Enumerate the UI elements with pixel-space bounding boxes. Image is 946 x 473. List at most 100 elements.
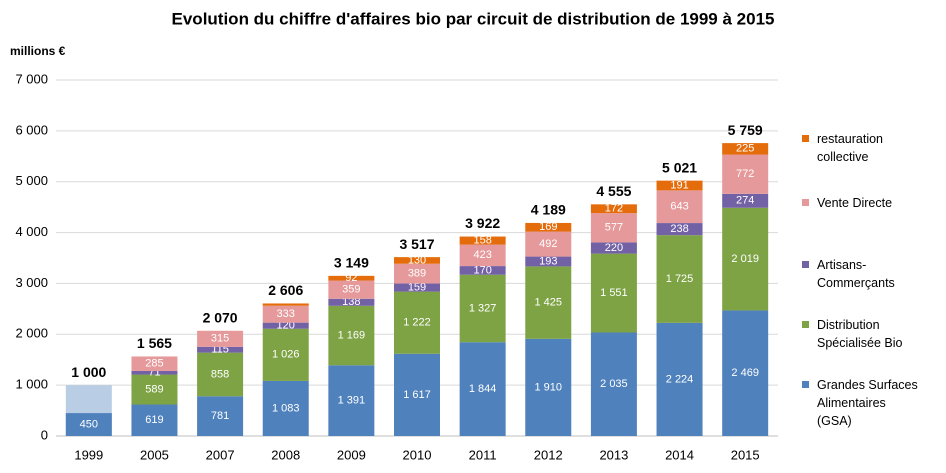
data-label: 1 617 — [403, 389, 431, 401]
data-label: 450 — [80, 418, 98, 430]
bar-segment — [722, 207, 769, 311]
data-label: 589 — [145, 383, 163, 395]
x-tick-label: 2012 — [534, 447, 563, 462]
data-label: 492 — [539, 238, 557, 250]
total-label: 5 021 — [662, 159, 697, 175]
data-label: 130 — [408, 254, 426, 266]
legend-label: Distribution Spécialisée Bio — [817, 318, 903, 350]
bar-segment — [197, 346, 244, 353]
bar-segment — [459, 342, 506, 436]
data-label: 1 910 — [535, 381, 563, 393]
data-label: 1 844 — [469, 383, 497, 395]
data-label: 2 035 — [600, 378, 628, 390]
legend-item: restauration collective — [802, 130, 922, 166]
legend-swatch — [802, 199, 809, 206]
legend-swatch — [802, 135, 809, 142]
total-label: 1 000 — [71, 364, 106, 380]
data-label: 643 — [670, 201, 688, 213]
bar-segment — [656, 180, 703, 191]
data-label: 159 — [408, 281, 426, 293]
data-label: 315 — [211, 333, 229, 345]
total-label: 1 565 — [137, 335, 172, 351]
y-tick-label: 5 000 — [15, 173, 48, 188]
x-tick-label: 2015 — [731, 447, 760, 462]
legend-swatch — [802, 381, 809, 388]
y-tick-label: 1 000 — [15, 377, 48, 392]
x-tick-label: 2005 — [140, 447, 169, 462]
bar-segment — [525, 338, 572, 436]
data-label: 577 — [605, 222, 623, 234]
bar-segment — [590, 332, 637, 436]
total-label: 2 606 — [268, 282, 303, 298]
bar-segment — [197, 330, 244, 347]
bar-segment — [328, 365, 375, 436]
y-tick-label: 3 000 — [15, 275, 48, 290]
bar-segment — [459, 244, 506, 267]
data-label: 1 222 — [403, 317, 431, 329]
data-label: 2 019 — [731, 253, 759, 265]
bar-segment — [328, 305, 375, 366]
data-label: 423 — [473, 249, 491, 261]
bar-segment — [459, 236, 506, 245]
bar-segment — [394, 257, 440, 264]
x-tick-label: 2009 — [337, 447, 366, 462]
bar-segment — [394, 353, 440, 436]
bar-segment — [131, 404, 178, 436]
legend-label: restauration collective — [817, 132, 884, 164]
data-label: 619 — [145, 414, 163, 426]
y-axis-label: millions € — [10, 44, 66, 58]
x-tick-label: 2007 — [206, 447, 235, 462]
bar-segment — [590, 253, 637, 333]
bar-segment — [656, 190, 703, 224]
bar-segment — [525, 256, 572, 267]
data-label: 858 — [211, 368, 229, 380]
data-label: 2 469 — [731, 367, 759, 379]
legend-item: Distribution Spécialisée Bio — [802, 316, 922, 352]
y-tick-label: 6 000 — [15, 122, 48, 137]
data-label: 274 — [736, 195, 754, 207]
chart-title: Evolution du chiffre d'affaires bio par … — [172, 9, 775, 28]
data-label: 220 — [605, 242, 623, 254]
data-label: 2 224 — [666, 373, 694, 385]
bar-segment — [131, 370, 178, 375]
total-label: 3 922 — [465, 215, 500, 231]
bar-segment — [459, 274, 506, 343]
legend-swatch — [802, 261, 809, 268]
total-label: 2 070 — [203, 309, 238, 325]
total-label: 4 189 — [531, 202, 566, 218]
total-label: 5 759 — [728, 122, 763, 138]
total-label: 4 555 — [596, 183, 631, 199]
bar-segment — [328, 298, 375, 306]
data-label: 1 391 — [338, 395, 366, 407]
bar-segment — [394, 263, 440, 284]
data-label: 138 — [342, 296, 360, 308]
y-tick-label: 4 000 — [15, 224, 48, 239]
data-label: 1 551 — [600, 287, 628, 299]
bar-segment — [722, 193, 769, 208]
data-label: 1 083 — [272, 402, 300, 414]
x-tick-label: 2011 — [469, 447, 497, 462]
bar-segment — [262, 328, 309, 381]
bar-segment — [656, 223, 703, 236]
bar-segment — [722, 143, 769, 155]
x-tick-label: 2008 — [271, 447, 300, 462]
legend-label: Vente Directe — [817, 196, 893, 210]
legend-label: Grandes Surfaces Alimentaires (GSA) — [817, 378, 918, 428]
bar-segment — [131, 374, 178, 405]
bar-segment — [131, 356, 178, 371]
legend-item: Artisans-Commerçants — [802, 256, 922, 292]
bar-segment — [65, 413, 112, 436]
x-tick-label: 2013 — [599, 447, 628, 462]
x-tick-label: 1999 — [74, 447, 103, 462]
bar-segment — [328, 280, 375, 299]
bar-segment — [656, 235, 703, 323]
data-label: 193 — [539, 255, 557, 267]
data-label: 772 — [736, 168, 754, 180]
data-label: 1 327 — [469, 302, 497, 314]
bar-segment — [525, 231, 572, 257]
bar-segment — [328, 275, 375, 281]
data-label: 238 — [670, 223, 688, 235]
data-label: 158 — [473, 234, 491, 246]
